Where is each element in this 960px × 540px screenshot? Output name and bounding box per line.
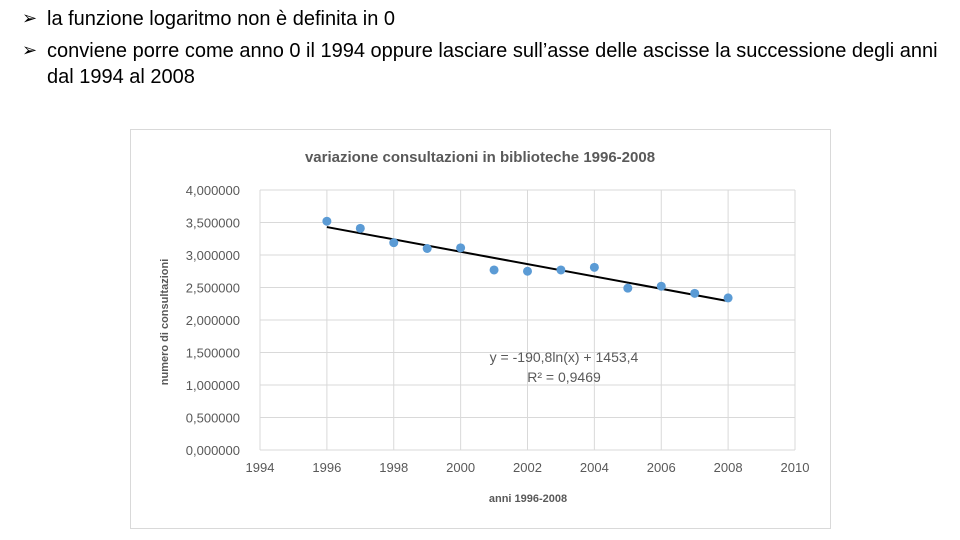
y-tick-label: 2,500000: [186, 281, 240, 296]
data-point: [723, 293, 733, 303]
data-point: [556, 265, 566, 275]
x-tick-label: 2010: [781, 460, 810, 475]
x-tick-label: 1994: [246, 460, 275, 475]
data-point: [690, 288, 700, 298]
bullet-text-1: la funzione logaritmo non è definita in …: [47, 8, 396, 30]
x-tick-label: 2002: [513, 460, 542, 475]
x-tick-label: 2006: [647, 460, 676, 475]
data-point: [322, 216, 332, 226]
x-axis-label: anni 1996-2008: [489, 493, 567, 505]
bullet-item-2: ➢ conviene porre come anno 0 il 1994 opp…: [22, 38, 942, 90]
data-point: [623, 283, 633, 293]
bullet-text-2: conviene porre come anno 0 il 1994 oppur…: [47, 40, 938, 88]
data-point: [589, 262, 599, 272]
x-tick-label: 2008: [714, 460, 743, 475]
arrow-bullet-icon: ➢: [22, 8, 38, 29]
x-tick-label: 2000: [446, 460, 475, 475]
points-layer: [322, 216, 733, 303]
x-tick-label: 1996: [312, 460, 341, 475]
y-tick-label: 0,000000: [186, 443, 240, 458]
data-point: [489, 265, 499, 275]
y-tick-label: 0,500000: [186, 411, 240, 426]
data-point: [389, 238, 399, 248]
bullet-list: ➢ la funzione logaritmo non è definita i…: [22, 6, 942, 96]
x-tick-label: 1998: [379, 460, 408, 475]
y-tick-label: 1,500000: [186, 346, 240, 361]
data-point: [355, 223, 365, 233]
axis-layer: 0,000000 0,500000 1,000000 1,500000 2,000000…: [186, 183, 810, 475]
data-point: [523, 266, 532, 276]
y-tick-label: 3,000000: [186, 248, 240, 263]
trend-r2: R² = 0,9469: [527, 369, 601, 385]
chart-title: variazione consultazioni in biblioteche …: [305, 149, 655, 166]
arrow-bullet-icon: ➢: [22, 40, 38, 61]
y-tick-label: 3,500000: [186, 216, 240, 231]
y-tick-label: 2,000000: [186, 313, 240, 328]
data-point: [456, 243, 466, 253]
grid-layer: [259, 189, 796, 451]
y-tick-label: 1,000000: [186, 378, 240, 393]
trend-equation: y = -190,8ln(x) + 1453,4: [490, 349, 639, 365]
data-point: [656, 281, 666, 291]
chart-frame: 0,000000 0,500000 1,000000 1,500000 2,000000…: [130, 129, 831, 529]
y-tick-label: 4,000000: [186, 183, 240, 198]
bullet-item-1: ➢ la funzione logaritmo non è definita i…: [22, 6, 942, 32]
y-axis-label: numero di consultazioni: [159, 259, 171, 386]
x-tick-label: 2004: [580, 460, 609, 475]
chart-svg: 0,000000 0,500000 1,000000 1,500000 2,000000…: [159, 149, 810, 505]
data-point: [422, 244, 432, 253]
